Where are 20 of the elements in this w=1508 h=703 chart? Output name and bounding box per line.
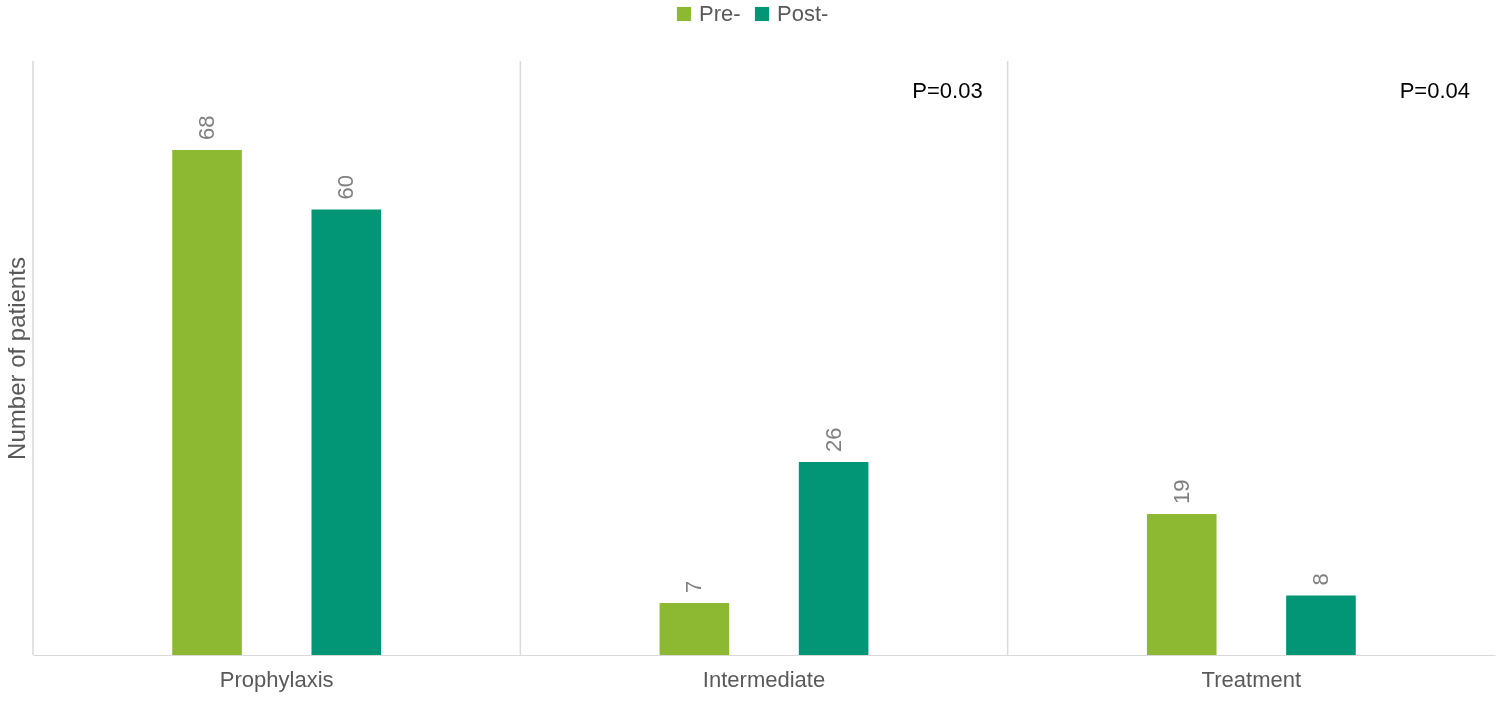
bar (798, 461, 869, 655)
annotation: P=0.03 (912, 77, 983, 103)
x-tick-label: Prophylaxis (219, 666, 334, 692)
data-label: 26 (820, 427, 846, 452)
data-label: 8 (1307, 573, 1333, 586)
data-label: 19 (1168, 479, 1194, 504)
legend-label: Pre- (699, 1, 741, 26)
annotation: P=0.04 (1399, 77, 1470, 103)
y-axis-title: Number of patients (2, 257, 30, 460)
bar (659, 603, 730, 655)
data-label: 60 (333, 175, 359, 200)
data-label: 68 (194, 115, 220, 141)
bar (172, 150, 242, 655)
data-label: 7 (681, 580, 707, 594)
bar (311, 209, 382, 655)
bar (1286, 595, 1356, 655)
bar (1146, 513, 1217, 655)
x-tick-label: Intermediate (702, 666, 826, 692)
legend-label: Post- (777, 1, 829, 26)
x-tick-label: Treatment (1201, 666, 1302, 692)
